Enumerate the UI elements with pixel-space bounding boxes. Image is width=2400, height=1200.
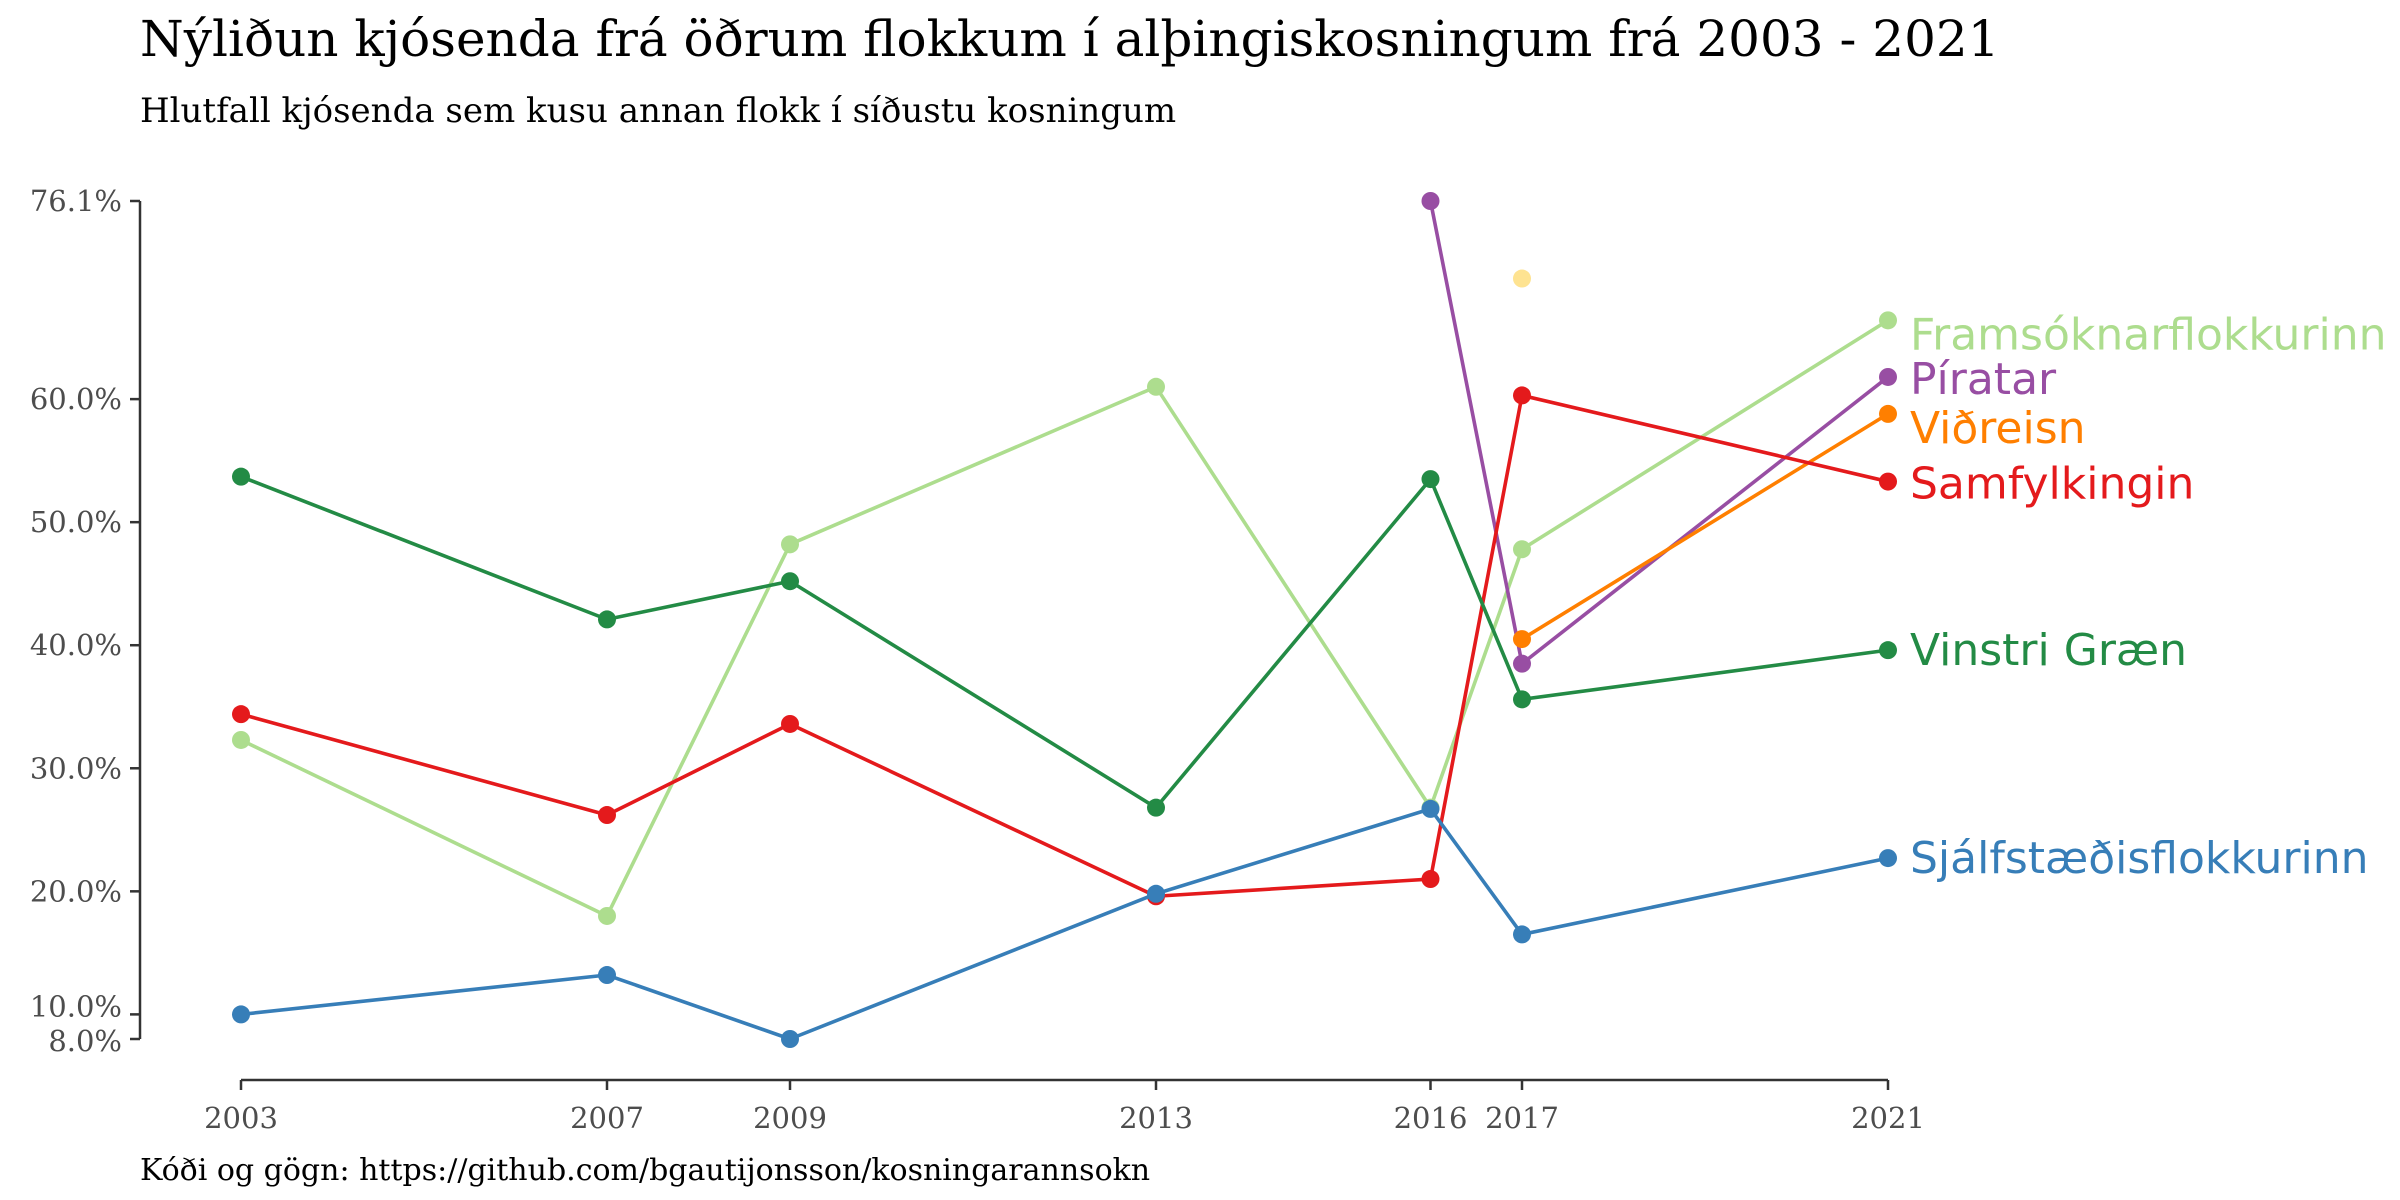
y-tick-label: 20.0% (30, 874, 122, 908)
data-point (598, 610, 616, 629)
data-point (1513, 540, 1531, 559)
data-point (1147, 884, 1165, 903)
data-point (232, 1005, 250, 1024)
data-point (1147, 798, 1165, 817)
data-point (781, 1030, 799, 1048)
series-vinstri-gr-n (232, 467, 1897, 817)
data-point (1421, 799, 1440, 818)
y-tick-label: 76.1% (30, 184, 122, 218)
data-point (1879, 849, 1897, 868)
series-line (239, 807, 1890, 1041)
data-point (1421, 192, 1440, 210)
y-tick-label: 50.0% (30, 505, 122, 539)
y-tick-label: 10.0% (30, 989, 122, 1023)
y-tick-label: 60.0% (30, 382, 122, 416)
data-point (1879, 472, 1897, 491)
y-tick-label: 8.0% (48, 1024, 122, 1058)
y-tick-label: 30.0% (30, 751, 122, 785)
data-point (232, 730, 250, 749)
data-point (232, 467, 250, 486)
series-layer (232, 192, 1897, 1048)
data-point (598, 966, 616, 985)
series-line (239, 474, 1890, 810)
x-tick-label: 2021 (1851, 1101, 1925, 1135)
series-label-sjalfst-isflokkurinn: Sjálfstæðisflokkurinn (1910, 833, 2369, 884)
series-line (1520, 412, 1890, 641)
data-point (1513, 654, 1531, 673)
data-point (598, 806, 616, 825)
data-point (1147, 377, 1165, 396)
series-samfylkingin (232, 386, 1897, 906)
data-point (1513, 630, 1531, 649)
data-point (781, 714, 799, 733)
x-tick-label: 2007 (570, 1101, 644, 1135)
chart-subtitle: Hlutfall kjósenda sem kusu annan flokk í… (140, 91, 1176, 131)
series-framsoknarflokkurinn (232, 311, 1897, 925)
data-point (1513, 690, 1531, 709)
chart-title: Nýliðun kjósenda frá öðrum flokkum í alþ… (140, 10, 2000, 68)
series-label-vi-reisn: Viðreisn (1910, 403, 2086, 454)
x-tick-label: 2016 (1394, 1101, 1468, 1135)
series-label-framsoknarflokkurinn: Framsóknarflokkurinn (1910, 309, 2387, 360)
series-line (239, 318, 1890, 918)
x-tick-label: 2003 (204, 1101, 278, 1135)
data-point (1879, 311, 1897, 330)
series-piratar (1421, 192, 1897, 673)
y-tick-label: 40.0% (30, 628, 122, 662)
x-tick-label: 2017 (1485, 1101, 1559, 1135)
x-tick-label: 2009 (753, 1101, 827, 1135)
series-label-samfylkingin: Samfylkingin (1910, 459, 2194, 510)
series-label-piratar: Píratar (1910, 354, 2057, 405)
data-point (781, 535, 799, 554)
chart-caption: Kóði og gögn: https://github.com/bgautij… (140, 1153, 1150, 1188)
series-line (1428, 199, 1890, 666)
series-label-vinstri-gr-n: Vinstri Græn (1910, 625, 2187, 676)
series-vi-reisn (1513, 404, 1897, 649)
data-point (598, 906, 616, 925)
data-point (1513, 386, 1531, 405)
data-point (1421, 870, 1440, 889)
series-labels: FramsóknarflokkurinnPíratarViðreisnSamfy… (1910, 309, 2387, 884)
data-point (781, 572, 799, 591)
series-line (239, 393, 1890, 899)
data-point (1513, 925, 1531, 944)
axes: 8.0%10.0% 20.0% 30.0% 40.0% 50.0% 60.0% 76.1% 2… (30, 184, 1925, 1135)
series-sjalfst-isflokkurinn (232, 799, 1897, 1048)
data-point (1879, 367, 1897, 386)
extra-data-point (1513, 269, 1531, 288)
data-point (1879, 404, 1897, 423)
data-point (1421, 470, 1440, 489)
data-point (232, 705, 250, 724)
x-tick-label: 2013 (1119, 1101, 1193, 1135)
data-point (1879, 641, 1897, 660)
